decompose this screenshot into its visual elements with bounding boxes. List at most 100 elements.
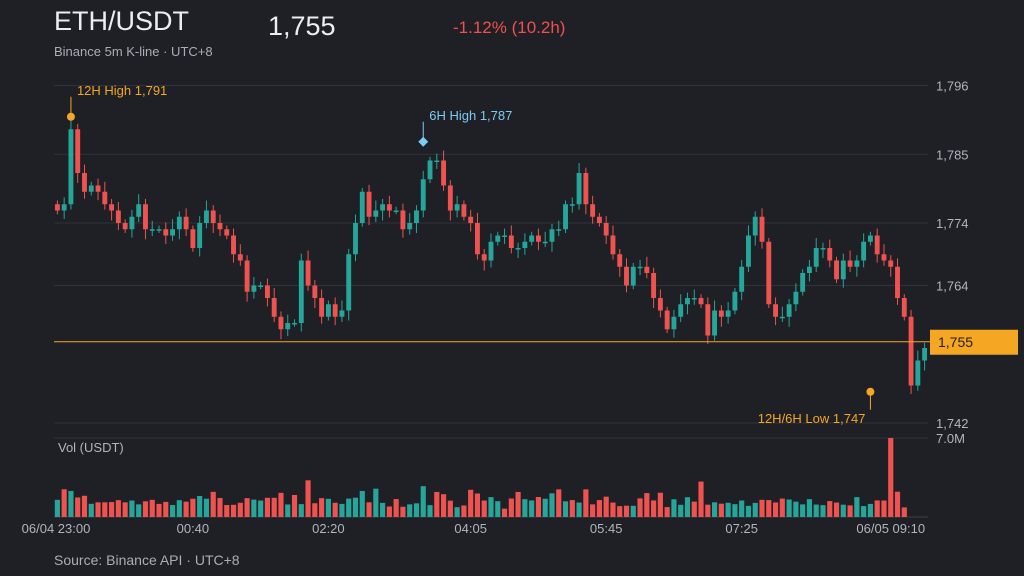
candle-body — [197, 223, 203, 248]
candle-body — [915, 360, 921, 386]
current-price-tag-label: 1,755 — [938, 334, 973, 350]
volume-bar — [156, 503, 162, 517]
candle-body — [664, 310, 670, 330]
candle-body — [61, 204, 67, 211]
candle-body — [420, 179, 426, 211]
candle-body — [129, 216, 135, 230]
volume-bar — [806, 499, 813, 517]
volume-bar — [617, 506, 623, 517]
volume-bar — [793, 501, 799, 517]
candle-body — [434, 160, 440, 162]
candle-body — [190, 229, 196, 248]
volume-bar — [820, 505, 826, 517]
candle-body — [339, 310, 345, 317]
volume-bar — [142, 501, 149, 517]
candle-body — [678, 304, 684, 317]
source-note: Source: Binance API · UTC+8 — [54, 552, 240, 568]
candle-body — [88, 185, 94, 192]
candle-body — [529, 235, 535, 242]
candle-body — [353, 223, 358, 255]
candle-body — [820, 248, 826, 250]
candle-body — [332, 304, 338, 317]
candle-body — [176, 216, 182, 230]
volume-bar — [325, 498, 331, 517]
volume-bar — [149, 499, 155, 517]
volume-bar — [772, 502, 779, 517]
volume-bar — [95, 502, 101, 517]
price-tick-label: 1,796 — [936, 79, 969, 94]
volume-bar — [508, 498, 514, 517]
high-annotation-label: 6H High 1,787 — [429, 108, 512, 123]
candle-body — [610, 235, 616, 255]
candle-body — [861, 241, 867, 261]
candle-body — [522, 241, 528, 248]
candle-body — [854, 260, 860, 267]
candle-body — [285, 323, 291, 330]
volume-bar — [54, 499, 60, 517]
time-tick-label: 05:45 — [590, 521, 623, 536]
candle-body — [596, 216, 602, 223]
volume-bar — [278, 492, 284, 517]
candle-body — [163, 229, 169, 236]
volume-bar — [461, 505, 467, 517]
volume-bar — [407, 504, 413, 517]
volume-bar — [332, 502, 338, 517]
candle-body — [515, 248, 521, 250]
candle-body — [779, 316, 785, 319]
candle-body — [82, 173, 87, 192]
volume-bar — [556, 489, 562, 517]
candle-body — [251, 285, 257, 292]
candle-body — [874, 235, 880, 255]
candle-body — [54, 204, 60, 211]
candle-body — [698, 298, 704, 305]
candle-body — [122, 223, 128, 230]
volume-bar — [183, 501, 189, 517]
axes: 1,796 1,785 1,774 1,764 1,742 Vol (USDT) 7.0M 0… — [22, 79, 969, 537]
volume-bar — [888, 438, 894, 517]
volume-bar — [312, 503, 318, 517]
volume-bar — [197, 496, 203, 517]
time-tick-label: 00:40 — [177, 521, 210, 536]
time-tick-label: 07:25 — [725, 521, 758, 536]
candle-body — [508, 235, 514, 248]
volume-bar — [867, 503, 873, 517]
candle-body — [766, 241, 772, 305]
volume-bar — [203, 498, 210, 517]
volume-bar — [786, 499, 792, 517]
volume-bar — [285, 504, 291, 517]
candle-body — [136, 204, 142, 217]
volume-bar — [664, 507, 670, 517]
candle-body — [271, 298, 277, 317]
candle-body — [264, 285, 270, 298]
volume-bar — [501, 508, 508, 517]
candle-body — [705, 304, 711, 336]
candle-body — [109, 204, 115, 211]
candle-body — [217, 223, 223, 230]
candle-body — [143, 204, 148, 230]
candle-body — [685, 298, 690, 305]
candle-body — [149, 229, 155, 231]
volume-bar — [373, 488, 379, 517]
volume-bar — [651, 500, 657, 517]
candle-body — [725, 310, 731, 317]
volume-bar — [596, 500, 602, 517]
volume-bar — [224, 505, 230, 517]
volume-bar — [251, 499, 257, 517]
volume-bar — [136, 504, 142, 517]
volume-bar — [691, 501, 697, 517]
candle-body — [204, 210, 209, 223]
volume-bar — [474, 493, 481, 517]
candle-body — [569, 204, 575, 206]
low-annotation-label: 12H/6H Low 1,747 — [758, 411, 866, 426]
volume-bar — [840, 504, 846, 517]
volume-bar — [217, 498, 223, 517]
volume-bar — [68, 490, 74, 517]
volume-bar — [535, 497, 542, 517]
volume-bar — [115, 500, 121, 517]
volume-bar — [298, 504, 304, 517]
volume-bar — [244, 498, 250, 517]
volume-bar — [319, 498, 325, 517]
volume-bar — [529, 500, 535, 517]
candle-body — [739, 266, 745, 292]
volume-bar — [576, 502, 582, 517]
